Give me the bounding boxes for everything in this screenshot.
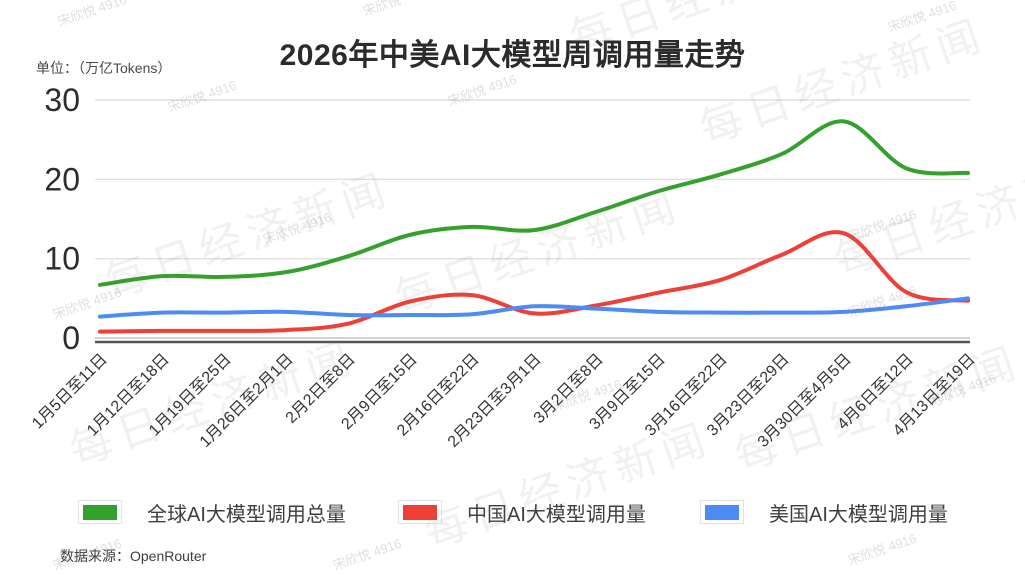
chart-title: 2026年中美AI大模型周调用量走势 [279,39,746,72]
y-axis-tick-label: 10 [44,241,80,277]
series-line-usa [98,296,970,319]
legend-label-global: 全球AI大模型调用总量 [147,503,346,526]
y-axis-tick-label: 0 [62,320,80,356]
data-source: 数据来源：OpenRouter [60,548,207,564]
series-line-china [98,230,970,334]
legend-item-usa: 美国AI大模型调用量 [700,497,948,527]
legend-swatch-usa-icon [700,500,744,524]
y-axis-tick-label: 20 [44,161,80,197]
legend-swatch-global-icon [78,500,122,524]
legend-item-global: 全球AI大模型调用总量 [78,497,346,527]
series-line-global [98,119,970,287]
unit-label: 单位：（万亿Tokens） [36,60,172,76]
y-axis-tick-label: 30 [44,82,80,118]
legend-label-usa: 美国AI大模型调用量 [769,503,948,526]
legend-swatch-china-icon [398,500,442,524]
legend-item-china: 中国AI大模型调用量 [398,497,646,527]
legend-label-china: 中国AI大模型调用量 [467,503,646,526]
